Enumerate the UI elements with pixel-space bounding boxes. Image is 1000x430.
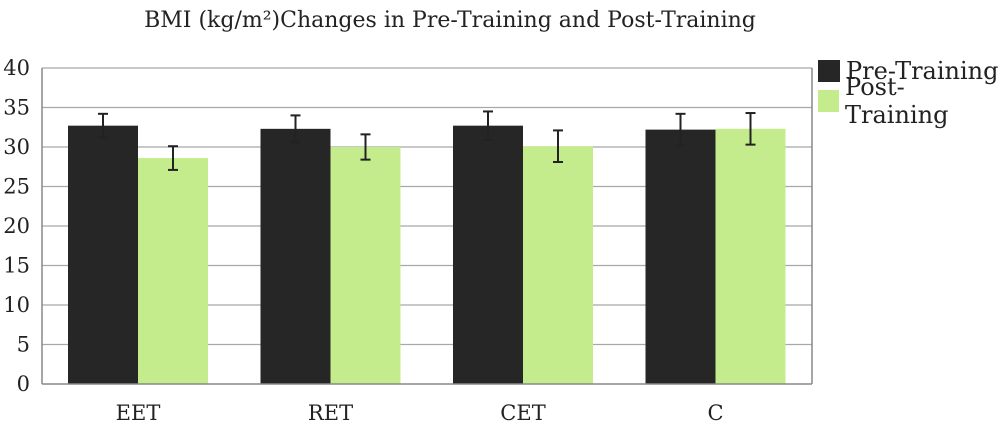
bar-cet-pre-training bbox=[453, 125, 523, 385]
bar-c-post-training bbox=[715, 128, 786, 384]
legend: Pre-Training Post-Training bbox=[818, 56, 1000, 129]
y-tick-label-20: 20 bbox=[3, 214, 30, 238]
y-tick-label-15: 15 bbox=[3, 254, 30, 278]
legend-label-post-training: Post-Training bbox=[845, 73, 949, 129]
x-tick-label-c: C bbox=[707, 401, 723, 425]
y-tick-label-35: 35 bbox=[3, 96, 30, 120]
chart-title: BMI (kg/m²)Changes in Pre-Training and P… bbox=[144, 8, 756, 33]
error-bars bbox=[98, 110, 756, 171]
bar-ret-pre-training bbox=[260, 128, 331, 384]
legend-label-pre-training: Pre-Training bbox=[846, 57, 999, 85]
legend-swatch-post-training bbox=[818, 90, 840, 112]
bar-eet-pre-training bbox=[68, 125, 138, 385]
y-tick-labels: 0 5 10 15 20 25 30 35 40 bbox=[3, 56, 30, 396]
bars bbox=[68, 125, 786, 385]
x-tick-label-ret: RET bbox=[308, 401, 353, 425]
x-tick-label-eet: EET bbox=[116, 401, 161, 425]
y-tick-label-5: 5 bbox=[17, 333, 30, 357]
y-tick-label-25: 25 bbox=[3, 175, 30, 199]
bar-cet-post-training bbox=[523, 146, 593, 384]
x-tick-label-cet: CET bbox=[500, 401, 545, 425]
y-tick-label-30: 30 bbox=[3, 135, 30, 159]
legend-item-post-training: Post-Training bbox=[818, 73, 1000, 129]
x-tick-labels: EET RET CET C bbox=[116, 401, 724, 425]
axes bbox=[41, 68, 813, 385]
y-tick-label-10: 10 bbox=[3, 293, 30, 317]
bar-eet-post-training bbox=[138, 158, 208, 384]
bar-ret-post-training bbox=[330, 147, 401, 384]
legend-swatch-pre-training bbox=[818, 60, 840, 82]
bar-c-pre-training bbox=[645, 129, 716, 384]
y-tick-label-40: 40 bbox=[3, 56, 30, 80]
y-tick-label-0: 0 bbox=[17, 372, 30, 396]
legend-item-pre-training: Pre-Training bbox=[818, 56, 1000, 86]
